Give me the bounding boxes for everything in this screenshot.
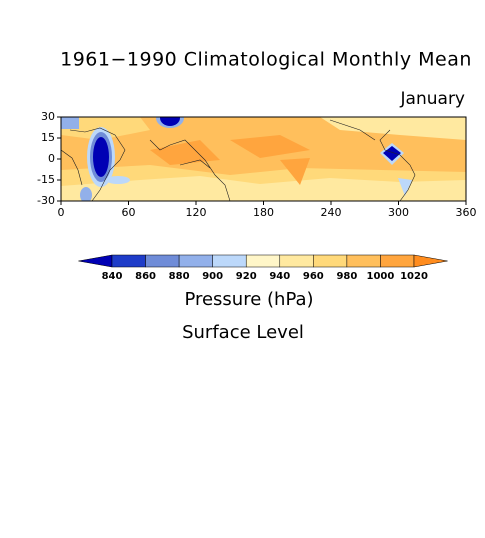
colorbar-extend: [413, 254, 448, 268]
title: 1961−1990 Climatological Monthly Mean: [60, 49, 472, 71]
variable-label: Pressure (hPa): [184, 289, 313, 310]
x-tick-label: 240: [321, 206, 342, 219]
colorbar-label: 980: [336, 271, 357, 282]
colorbar-box: [313, 254, 348, 268]
colorbar-extend: [78, 254, 113, 268]
level-label: Surface Level: [182, 322, 304, 343]
colorbar-box: [111, 254, 146, 268]
x-tick-label: 300: [388, 206, 409, 219]
colorbar-box: [346, 254, 381, 268]
x-tick-label: 60: [122, 206, 136, 219]
y-tick-label: 0: [48, 152, 55, 165]
x-tick-label: 120: [186, 206, 207, 219]
subtitle: January: [400, 89, 465, 109]
colorbar-label: 960: [303, 271, 324, 282]
colorbar-label: 900: [202, 271, 223, 282]
colorbar-label: 880: [169, 271, 190, 282]
y-tick-label: -30: [37, 194, 55, 207]
x-tick-label: 360: [456, 206, 477, 219]
colorbar-label: 920: [236, 271, 257, 282]
x-tick-label: 180: [253, 206, 274, 219]
colorbar-box: [212, 254, 247, 268]
y-tick-label: 15: [41, 131, 55, 144]
pressure-field: [61, 117, 466, 201]
colorbar-label: 860: [135, 271, 156, 282]
colorbar-box: [145, 254, 180, 268]
colorbar-box: [279, 254, 314, 268]
y-tick-label: 30: [41, 110, 55, 123]
colorbar-label: 940: [269, 271, 290, 282]
colorbar-box: [245, 254, 281, 268]
colorbar-box: [178, 254, 213, 268]
y-tick-label: -15: [37, 173, 55, 186]
colorbar-label: 1000: [367, 271, 395, 282]
colorbar-label: 1020: [400, 271, 428, 282]
x-tick-label: 0: [58, 206, 65, 219]
colorbar-label: 840: [102, 271, 123, 282]
colorbar-box: [380, 254, 415, 268]
